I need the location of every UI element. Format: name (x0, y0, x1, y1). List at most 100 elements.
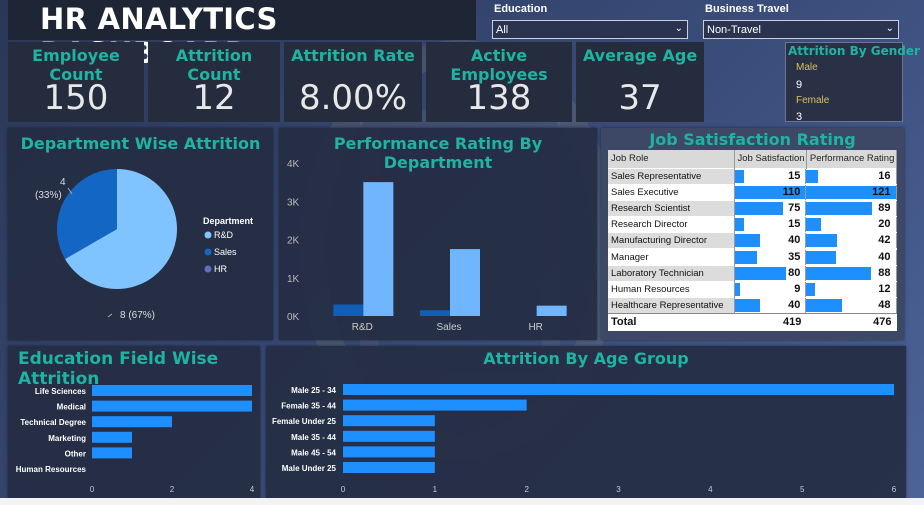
education-dropdown-value: All (496, 24, 509, 36)
kpi-label: Attrition Count (175, 46, 253, 84)
performance-rating-cell: 12 (806, 280, 897, 298)
kpi-label: Employee Count (32, 46, 120, 84)
kpi-value: 138 (466, 78, 532, 118)
pie-leader-line[interactable] (107, 313, 113, 318)
legend-title: Department (203, 216, 253, 226)
bar-other[interactable] (92, 447, 132, 459)
kpi-value: 8.00% (298, 78, 407, 118)
attrition-by-gender-card[interactable]: Attrition By Gender Male 9 Female 3 (785, 42, 920, 123)
kpi-average-age: Average Age 37 (576, 42, 704, 122)
bar-female-under-25[interactable] (343, 415, 435, 427)
table-row[interactable]: Healthcare Representative 40 48 (608, 296, 897, 314)
job-role-cell: Sales Representative (608, 167, 735, 185)
bar-sales-series-1[interactable] (420, 310, 450, 316)
y-tick-label: 2K (287, 236, 300, 247)
bar-male-25-34[interactable] (343, 384, 894, 395)
legend-label: Sales (214, 247, 237, 257)
y-tick-label: 3K (287, 197, 300, 208)
education-slicer[interactable]: Education All ⌄ (492, 0, 688, 40)
x-tick-label: 1 (433, 485, 438, 494)
job-satisfaction-cell: 80 (734, 264, 807, 282)
total-performance-rating: 476 (806, 313, 897, 331)
bar-male-35-44[interactable] (343, 430, 435, 442)
category-label: Male 35 - 44 (291, 433, 336, 442)
category-label: Technical Degree (20, 418, 86, 427)
performance-rating-cell: 16 (806, 167, 897, 185)
chevron-down-icon[interactable]: ⌄ (885, 23, 894, 34)
category-label: Life Sciences (35, 387, 87, 396)
table-row[interactable]: Manager 35 40 (608, 248, 897, 266)
y-tick-label: 0K (287, 312, 300, 323)
x-tick-label: 2 (170, 485, 175, 494)
x-tick-label: 4 (250, 485, 255, 494)
bar-life-sciences[interactable] (92, 385, 252, 396)
business-travel-slicer-label: Business Travel (705, 3, 789, 15)
bar-female-35-44[interactable] (343, 399, 527, 411)
performance-bar-chart[interactable]: 0K 1K 2K 3K 4K R&D Sales HR (279, 128, 597, 340)
table-row[interactable]: Human Resources 9 12 (608, 280, 897, 298)
table-row[interactable]: Laboratory Technician 80 88 (608, 264, 897, 282)
education-field-bar-chart[interactable]: Life Sciences Medical Technical Degree Mark… (8, 346, 260, 498)
job-satisfaction-cell: 9 (734, 280, 807, 298)
kpi-attrition-rate: Attrition Rate 8.00% (284, 42, 422, 122)
pie-slice-rd[interactable] (65, 169, 177, 289)
kpi-value: 37 (618, 78, 662, 118)
table-row[interactable]: Research Scientist 75 89 (608, 199, 897, 217)
bar-medical[interactable] (92, 400, 252, 412)
job-satisfaction-cell: 35 (734, 248, 807, 266)
bar-rd-series-2[interactable] (363, 182, 394, 316)
job-role-cell: Research Director (608, 216, 735, 233)
business-travel-slicer[interactable]: Business Travel Non-Travel ⌄ (703, 0, 899, 40)
chart-title: Attrition By Age Group (483, 349, 689, 368)
bar-marketing[interactable] (92, 431, 132, 443)
pie-data-label: (33%) (35, 190, 62, 201)
legend-marker[interactable] (204, 248, 212, 256)
education-field-panel: Education Field Wise Attrition Life Scie… (8, 346, 260, 498)
bar-rd-series-1[interactable] (333, 304, 364, 316)
performance-rating-cell: 20 (806, 216, 897, 233)
age-group-bar-chart[interactable]: Male 25 - 34 Female 35 - 44 Female Under 2… (266, 346, 906, 498)
legend-marker[interactable] (204, 265, 212, 273)
pie-data-label: 8 (67%) (120, 310, 155, 321)
bar-hr-series-2[interactable] (536, 305, 567, 316)
table-row[interactable]: Manufacturing Director 40 42 (608, 232, 897, 249)
job-role-cell: Human Resources (608, 280, 735, 298)
performance-rating-cell: 88 (806, 264, 897, 282)
table-row[interactable]: Research Director 15 20 (608, 216, 897, 233)
x-tick-label: 0 (341, 485, 346, 494)
pie-leader-line[interactable] (67, 187, 73, 195)
chart-title: Performance Rating By Department (333, 134, 543, 172)
job-satisfaction-cell: 15 (734, 167, 807, 185)
department-pie-chart[interactable]: 8 (67%) 4 (33%) Department R&D Sales HR (8, 128, 273, 340)
table-row[interactable]: Sales Executive 110 121 (608, 183, 897, 201)
job-satisfaction-cell: 40 (734, 232, 807, 249)
bar-male-45-54[interactable] (343, 446, 435, 458)
gender-card-title: Attrition By Gender (788, 44, 920, 58)
column-header-performance-rating[interactable]: Performance Rating (806, 150, 898, 168)
bar-male-under-25[interactable] (343, 462, 435, 473)
column-header-job-satisfaction[interactable]: Job Satisfaction (734, 150, 807, 168)
category-label: Medical (57, 403, 86, 412)
bar-sales-series-2[interactable] (450, 249, 480, 316)
category-label: Male 25 - 34 (291, 386, 336, 395)
y-tick-label: 4K (287, 159, 300, 170)
education-dropdown[interactable]: All ⌄ (492, 20, 688, 39)
column-header-job-role[interactable]: Job Role (608, 150, 735, 168)
chevron-down-icon[interactable]: ⌄ (674, 23, 683, 34)
x-tick-label: R&D (352, 322, 373, 333)
legend-label: R&D (214, 230, 234, 240)
table-row[interactable]: Sales Representative 15 16 (608, 167, 897, 185)
table-total-row: Total 419 476 (608, 313, 897, 331)
job-satisfaction-table[interactable]: Job Role Job Satisfaction Performance Ra… (608, 150, 898, 331)
department-attrition-panel: Department Wise Attrition 8 (67%) 4 (33%) D… (8, 128, 273, 340)
bar-technical-degree[interactable] (92, 416, 172, 428)
kpi-employee-count: Employee Count 150 (8, 42, 144, 122)
business-travel-dropdown-value: Non-Travel (707, 24, 761, 36)
x-tick-label: 0 (90, 485, 95, 494)
kpi-value: 150 (43, 78, 109, 118)
pie-slice-sales[interactable] (56, 169, 117, 259)
job-role-cell: Laboratory Technician (608, 264, 735, 282)
business-travel-dropdown[interactable]: Non-Travel ⌄ (703, 20, 899, 39)
chart-title: Education Field Wise Attrition (18, 349, 219, 389)
legend-marker[interactable] (204, 231, 212, 239)
